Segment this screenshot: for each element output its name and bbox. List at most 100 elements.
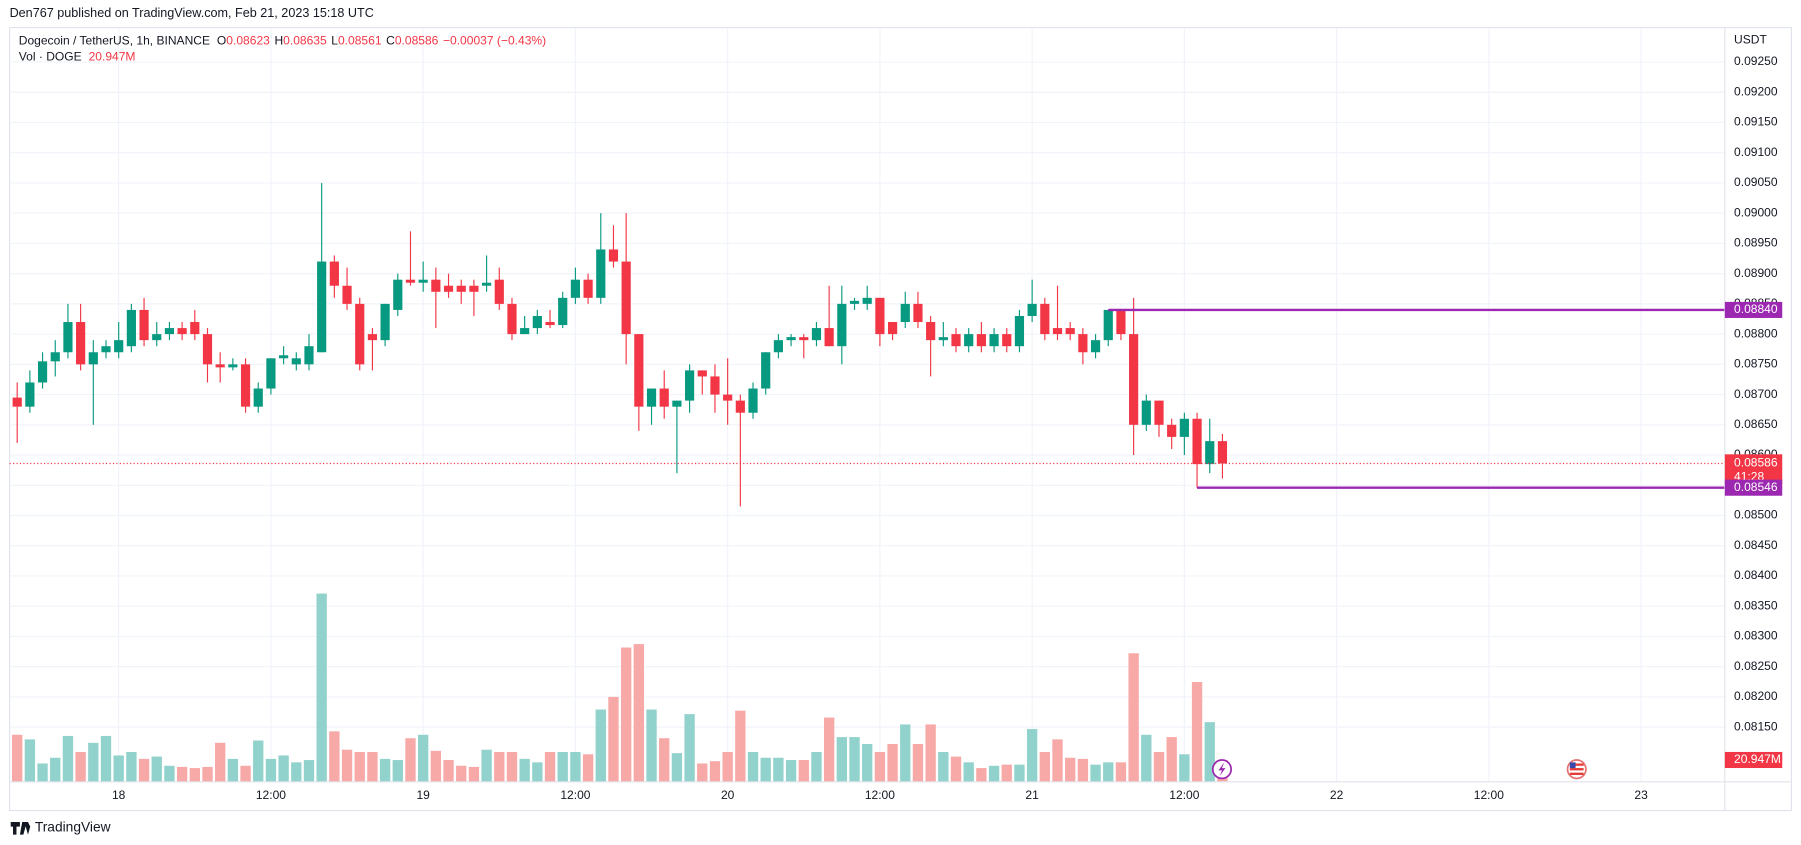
candle-body — [1103, 309, 1113, 341]
candle-body — [405, 279, 416, 283]
volume-bar — [532, 762, 543, 782]
volume-bar — [1115, 762, 1127, 782]
candle-body — [1154, 400, 1164, 425]
volume-bar — [189, 768, 200, 782]
y-tick-label: 0.09250 — [1734, 54, 1778, 68]
ohlc-key: H — [274, 34, 283, 48]
volume-bar — [100, 735, 112, 782]
volume-bar — [1103, 762, 1114, 782]
candle-body — [532, 315, 542, 329]
volume-bar — [113, 755, 124, 782]
candle-body — [659, 388, 669, 407]
volume-bar — [963, 762, 974, 782]
volume-bar — [773, 757, 784, 782]
candle-body — [520, 328, 530, 335]
candle-body — [240, 364, 251, 407]
volume-bar — [582, 754, 594, 782]
candle-body — [12, 397, 22, 407]
volume-bar — [1090, 764, 1101, 782]
y-tick-label: 0.08800 — [1734, 326, 1778, 340]
last-price-box — [1724, 454, 1783, 485]
candle-body — [1192, 418, 1202, 465]
candle-body — [393, 279, 403, 310]
footer-text: TradingView — [35, 819, 111, 834]
publish-header: Den767 published on TradingView.com, Feb… — [10, 6, 374, 20]
volume-bar — [240, 765, 251, 782]
volume-bar — [303, 760, 315, 782]
volume-bar — [633, 644, 645, 782]
legend: Dogecoin / TetherUS, 1h, BINANCE O0.08623… — [19, 34, 546, 48]
ohlc-key: O — [217, 34, 226, 48]
level-label: 0.08840 — [1734, 302, 1778, 316]
candle-body — [811, 328, 822, 341]
candle-body — [164, 328, 175, 335]
candle-body — [989, 334, 999, 347]
candle-body — [887, 322, 898, 335]
candle-body — [583, 279, 593, 298]
volume-bar — [519, 758, 530, 782]
candle-body — [431, 279, 441, 292]
x-tick-label: 19 — [416, 788, 430, 802]
volume-bar — [646, 709, 657, 782]
last-price-label: 0.08586 — [1734, 456, 1778, 470]
volume-bar — [37, 763, 48, 782]
volume-bar — [950, 756, 962, 782]
volume-bar — [849, 737, 860, 782]
volume-bar — [747, 752, 759, 782]
x-tick-label: 21 — [1025, 788, 1039, 802]
volume-bar — [557, 752, 568, 782]
volume-bar — [367, 752, 378, 782]
volume-bar — [925, 724, 936, 782]
volume-bar — [75, 752, 86, 782]
candle-body — [317, 261, 327, 353]
ohlc-value: 0.08635 — [283, 34, 327, 48]
candle-body — [253, 388, 263, 407]
volume-bar — [862, 743, 873, 782]
volume-bar — [735, 710, 746, 782]
candle-body — [545, 322, 555, 326]
candle-body — [938, 337, 948, 341]
candle-body — [482, 282, 492, 286]
candle-body — [1205, 441, 1215, 465]
level-label: 0.08546 — [1734, 480, 1778, 494]
volume-bar — [976, 768, 987, 782]
volume-bar — [684, 714, 695, 782]
candle-body — [913, 303, 923, 323]
volume-label: 20.947M — [1734, 752, 1781, 766]
candle-body — [837, 303, 847, 347]
y-tick-label: 0.09100 — [1734, 145, 1778, 159]
volume-bar — [874, 752, 886, 782]
candle-body — [202, 334, 213, 365]
volume-bar — [329, 731, 340, 782]
volume-bar — [379, 758, 391, 782]
y-tick-label: 0.08900 — [1734, 266, 1778, 280]
volume-bar — [811, 752, 822, 782]
volume-bar — [912, 743, 924, 782]
candle-body — [228, 364, 238, 368]
candle-body — [101, 346, 111, 353]
volume-bar — [418, 734, 429, 782]
candle-body — [646, 388, 657, 407]
volume-bar — [481, 749, 492, 782]
y-tick-label: 0.09150 — [1734, 115, 1778, 129]
candle-body — [735, 400, 745, 413]
y-tick-label: 0.08150 — [1734, 719, 1778, 733]
candle-body — [1179, 418, 1189, 437]
candle-body — [621, 261, 631, 335]
candle-body — [824, 328, 834, 347]
candle-body — [723, 394, 733, 401]
candle-body — [900, 303, 910, 323]
candle-body — [469, 285, 479, 292]
volume-value: 20.947M — [89, 50, 136, 64]
candle-body — [672, 400, 682, 407]
lightning-icon — [1211, 759, 1233, 780]
x-tick-label: 12:00 — [1169, 788, 1199, 802]
volume-bar — [456, 765, 467, 782]
volume-layer — [12, 593, 1228, 782]
x-tick-label: 20 — [721, 788, 735, 802]
candle-body — [380, 303, 390, 341]
volume-bar — [823, 717, 835, 782]
volume-bar — [12, 734, 23, 782]
